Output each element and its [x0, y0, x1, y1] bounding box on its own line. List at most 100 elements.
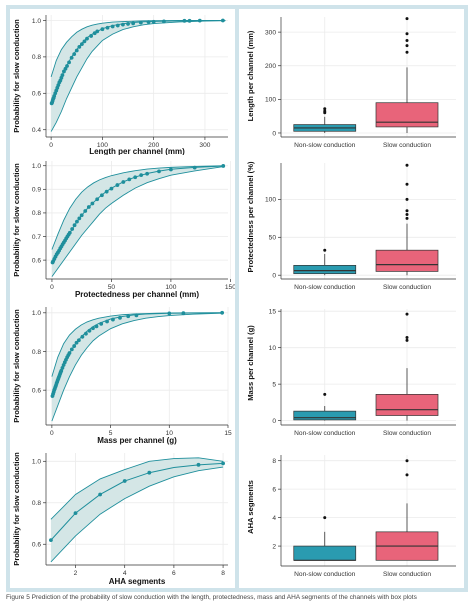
data-point [126, 22, 130, 26]
lower-bound-line [50, 466, 224, 563]
length-box-chart: Length per channel (mm) Non-slow conduct… [246, 17, 456, 149]
x-tick-label: 5 [109, 430, 113, 437]
data-point [95, 197, 100, 202]
y-tick-label: 1.0 [32, 18, 41, 25]
data-point [84, 331, 88, 336]
data-point [89, 34, 94, 38]
data-point [127, 177, 132, 182]
protectedness-box-y-label: Protectedness per channel (%) [246, 161, 255, 272]
outlier-point [405, 216, 409, 220]
data-point [121, 180, 126, 184]
box-iqr [293, 545, 357, 561]
data-point [69, 347, 74, 352]
length-box-panel: Length per channel (mm) Non-slow conduct… [239, 9, 464, 159]
y-tick-label: 50 [269, 235, 277, 242]
x-tick-label: 150 [225, 284, 235, 291]
data-point [72, 344, 77, 348]
plot-background [46, 307, 228, 425]
y-tick-label: 8 [272, 458, 276, 465]
data-point [145, 171, 150, 176]
x-tick-label: 50 [108, 284, 116, 291]
mass-box-y-label: Mass per channel (g) [246, 325, 255, 401]
data-point [74, 48, 79, 53]
lower-bound-line [51, 165, 225, 277]
outlier-point [405, 312, 409, 316]
data-point [115, 183, 120, 187]
aha-probability-y-label: Probability for slow conduction [12, 452, 21, 566]
y-tick-label: 2 [272, 543, 276, 550]
data-point [72, 223, 77, 228]
data-point [109, 186, 114, 191]
mass-probability-x-label: Mass per channel (g) [97, 436, 177, 445]
outlier-point [405, 197, 409, 201]
data-point [60, 73, 65, 77]
y-tick-label: 0 [272, 273, 276, 280]
length-probability-panel: Probability for slow conduction 0 100 200 3… [10, 9, 235, 159]
data-point [121, 22, 125, 27]
data-point [131, 21, 136, 26]
protectedness-probability-chart: Probability for slow conduction 0 50 100 15… [12, 161, 236, 299]
y-tick-label: 0 [272, 418, 276, 425]
outlier-point [405, 335, 409, 339]
y-tick-label: 0.6 [32, 542, 41, 549]
lower-bound-line [51, 312, 223, 422]
plot-area: Non-slow conduction Slow conduction 0 50 100 [265, 163, 456, 291]
plot-area: 0 100 200 300 0.4 0.6 0.8 1.0 [32, 15, 228, 149]
data-point [110, 24, 115, 29]
outlier-point [405, 39, 409, 43]
box-iqr [293, 410, 357, 421]
data-point [157, 169, 161, 174]
data-point [91, 326, 95, 331]
y-tick-label: 15 [269, 308, 277, 315]
plot-area: 0 5 10 15 0.6 0.8 1.0 [32, 307, 232, 437]
x-category-label: Slow conduction [383, 430, 431, 437]
data-point [221, 461, 225, 466]
data-point [122, 479, 127, 483]
data-point [67, 351, 72, 355]
x-tick-label: 0 [49, 142, 53, 149]
mass-probability-y-label: Probability for slow conduction [12, 309, 21, 423]
outlier-point [323, 392, 327, 396]
data-point [82, 39, 87, 44]
outlier-point [323, 248, 327, 252]
data-point [134, 313, 139, 318]
data-point [192, 165, 197, 170]
data-point [139, 173, 144, 178]
outlier-point [405, 338, 409, 342]
data-point [77, 216, 82, 221]
x-category-label: Non-slow conduction [294, 142, 356, 149]
x-tick-label: 300 [199, 142, 210, 149]
length-probability-y-label: Probability for slow conduction [12, 19, 21, 133]
data-point [67, 60, 71, 65]
y-tick-label: 4 [272, 515, 276, 522]
data-point [65, 64, 69, 68]
y-tick-label: 0.8 [32, 500, 41, 507]
y-tick-label: 0.9 [32, 187, 41, 194]
outlier-point [405, 182, 409, 186]
data-point [95, 29, 100, 34]
y-tick-label: 300 [265, 29, 276, 36]
x-tick-label: 8 [221, 570, 225, 577]
data-point [67, 230, 72, 235]
outlier-point [405, 44, 409, 48]
data-point [49, 538, 53, 543]
y-tick-label: 0.8 [32, 54, 41, 61]
data-point [105, 25, 110, 30]
length-probability-x-label: Length per channel (mm) [89, 147, 185, 156]
plot-area: Non-slow conduction Slow conduction 0 5 10 15 [269, 308, 456, 437]
data-point [151, 19, 156, 24]
data-point [146, 20, 151, 25]
data-point [162, 19, 166, 24]
protectedness-probability-y-label: Probability for slow conduction [12, 163, 21, 277]
box-iqr [375, 394, 439, 416]
outlier-point [323, 109, 327, 113]
box-iqr [375, 249, 439, 272]
aha-probability-panel: Probability for slow conduction 2 4 6 8 0.6 0… [10, 447, 235, 588]
outlier-point [405, 473, 409, 477]
protectedness-box-chart: Protectedness per channel (%) Non-slow c… [246, 161, 456, 291]
data-point [94, 324, 99, 329]
y-tick-label: 1.0 [32, 163, 41, 170]
figure-panel: Probability for slow conduction 0 100 200 3… [6, 5, 468, 592]
data-point [197, 18, 202, 23]
data-point [167, 311, 172, 316]
